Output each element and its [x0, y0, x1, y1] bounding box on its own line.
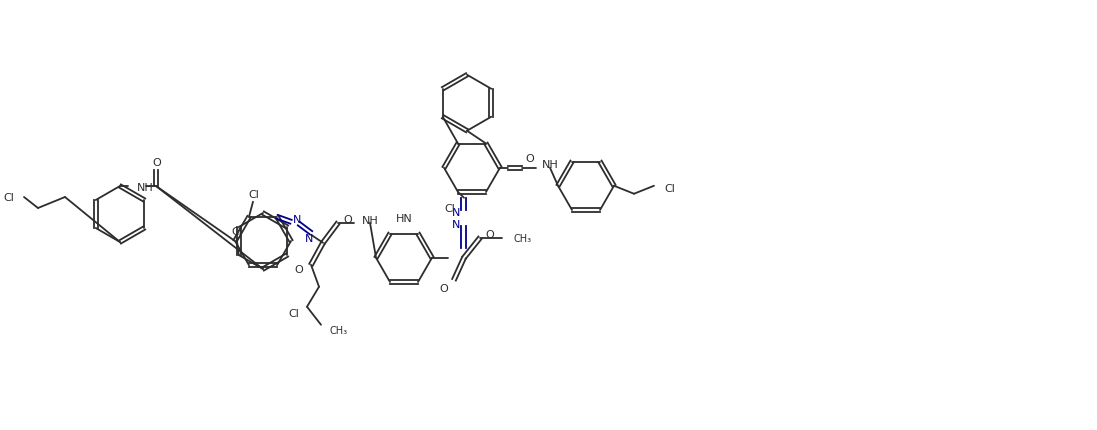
Text: O: O	[343, 214, 352, 224]
Text: NH: NH	[362, 215, 378, 225]
Text: Cl: Cl	[664, 183, 675, 194]
Text: Cl: Cl	[249, 189, 259, 199]
Text: NH: NH	[542, 160, 558, 169]
Text: O: O	[525, 154, 534, 163]
Text: Cl: Cl	[289, 308, 299, 318]
Text: NH: NH	[137, 183, 154, 193]
Text: CH₃: CH₃	[514, 233, 532, 243]
Text: N: N	[305, 233, 313, 243]
Text: N: N	[293, 214, 302, 224]
Text: N: N	[452, 219, 460, 229]
Text: HN: HN	[396, 213, 412, 223]
Text: O: O	[295, 264, 304, 274]
Text: O: O	[440, 283, 449, 293]
Text: Cl: Cl	[444, 203, 455, 214]
Text: O: O	[486, 229, 495, 239]
Text: O: O	[152, 158, 161, 168]
Text: CH₃: CH₃	[329, 325, 347, 335]
Text: Cl: Cl	[231, 227, 242, 237]
Text: N: N	[452, 207, 460, 217]
Text: Cl: Cl	[3, 193, 14, 203]
